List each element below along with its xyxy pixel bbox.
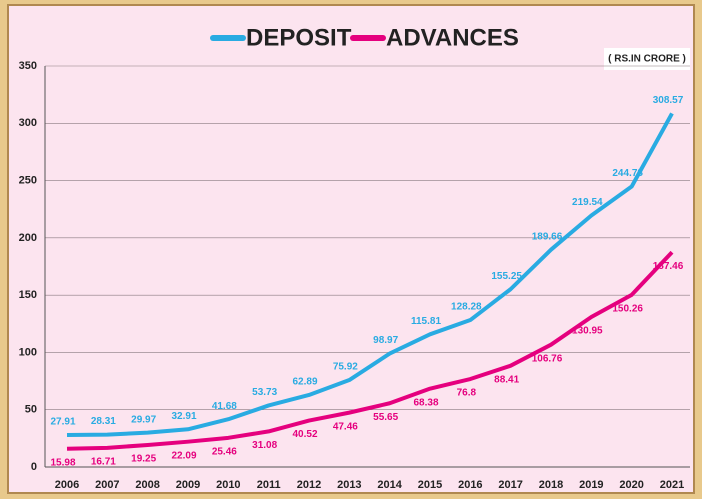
data-label: 25.46 <box>212 446 237 457</box>
data-label: 219.54 <box>572 197 603 208</box>
y-tick-label: 350 <box>19 60 37 72</box>
data-label: 16.71 <box>91 456 116 467</box>
x-tick-label: 2013 <box>337 479 361 491</box>
data-label: 40.52 <box>292 429 317 440</box>
y-tick-label: 300 <box>19 117 37 129</box>
data-label: 47.46 <box>333 421 358 432</box>
y-tick-label: 200 <box>19 232 37 244</box>
x-tick-label: 2007 <box>95 479 119 491</box>
y-tick-label: 0 <box>31 461 37 473</box>
annotation: ( RS.IN CRORE ) <box>608 54 686 65</box>
series-line <box>66 250 674 451</box>
x-tick-label: 2019 <box>579 479 603 491</box>
x-tick-label: 2020 <box>619 479 643 491</box>
y-tick-label: 250 <box>19 174 37 186</box>
data-label: 53.73 <box>252 387 277 398</box>
data-label: 308.57 <box>653 95 684 106</box>
data-label: 55.65 <box>373 412 398 423</box>
x-tick-label: 2014 <box>377 479 402 491</box>
data-label: 88.41 <box>494 374 519 385</box>
data-label: 76.8 <box>457 388 477 399</box>
data-label: 187.46 <box>653 261 684 272</box>
data-label: 31.08 <box>252 440 277 451</box>
x-tick-label: 2017 <box>498 479 522 491</box>
x-tick-label: 2011 <box>257 479 281 491</box>
data-label: 130.95 <box>572 326 603 337</box>
data-label: 27.91 <box>50 417 75 428</box>
data-label: 244.78 <box>612 168 643 179</box>
series-line <box>66 112 674 438</box>
x-tick-label: 2008 <box>135 479 159 491</box>
data-label: 155.25 <box>491 271 522 282</box>
data-label: 19.25 <box>131 454 156 465</box>
legend-label: ADVANCES <box>386 24 519 51</box>
data-label: 29.97 <box>131 414 156 425</box>
x-tick-label: 2016 <box>458 479 482 491</box>
data-label: 106.76 <box>532 353 563 364</box>
data-label: 68.38 <box>413 397 438 408</box>
data-label: 15.98 <box>50 457 75 468</box>
data-label: 115.81 <box>411 316 441 327</box>
legend-label: DEPOSIT <box>246 24 352 51</box>
x-tick-label: 2010 <box>216 479 240 491</box>
y-tick-label: 100 <box>19 346 37 358</box>
x-tick-label: 2021 <box>660 479 684 491</box>
annotation-box <box>604 48 690 70</box>
x-tick-label: 2015 <box>418 479 442 491</box>
data-label: 28.31 <box>91 416 116 427</box>
x-tick-label: 2012 <box>297 479 321 491</box>
data-label: 128.28 <box>451 302 482 313</box>
y-tick-label: 50 <box>25 404 37 416</box>
data-label: 22.09 <box>171 450 196 461</box>
data-label: 62.89 <box>292 377 317 388</box>
data-label: 98.97 <box>373 335 398 346</box>
data-label: 150.26 <box>612 303 643 314</box>
x-tick-label: 2018 <box>539 479 563 491</box>
data-label: 32.91 <box>171 411 196 422</box>
x-tick-label: 2009 <box>176 479 200 491</box>
y-tick-label: 150 <box>19 289 37 301</box>
x-tick-label: 2006 <box>55 479 79 491</box>
data-label: 189.66 <box>532 231 563 242</box>
data-label: 75.92 <box>333 362 358 373</box>
data-label: 41.68 <box>212 401 237 412</box>
